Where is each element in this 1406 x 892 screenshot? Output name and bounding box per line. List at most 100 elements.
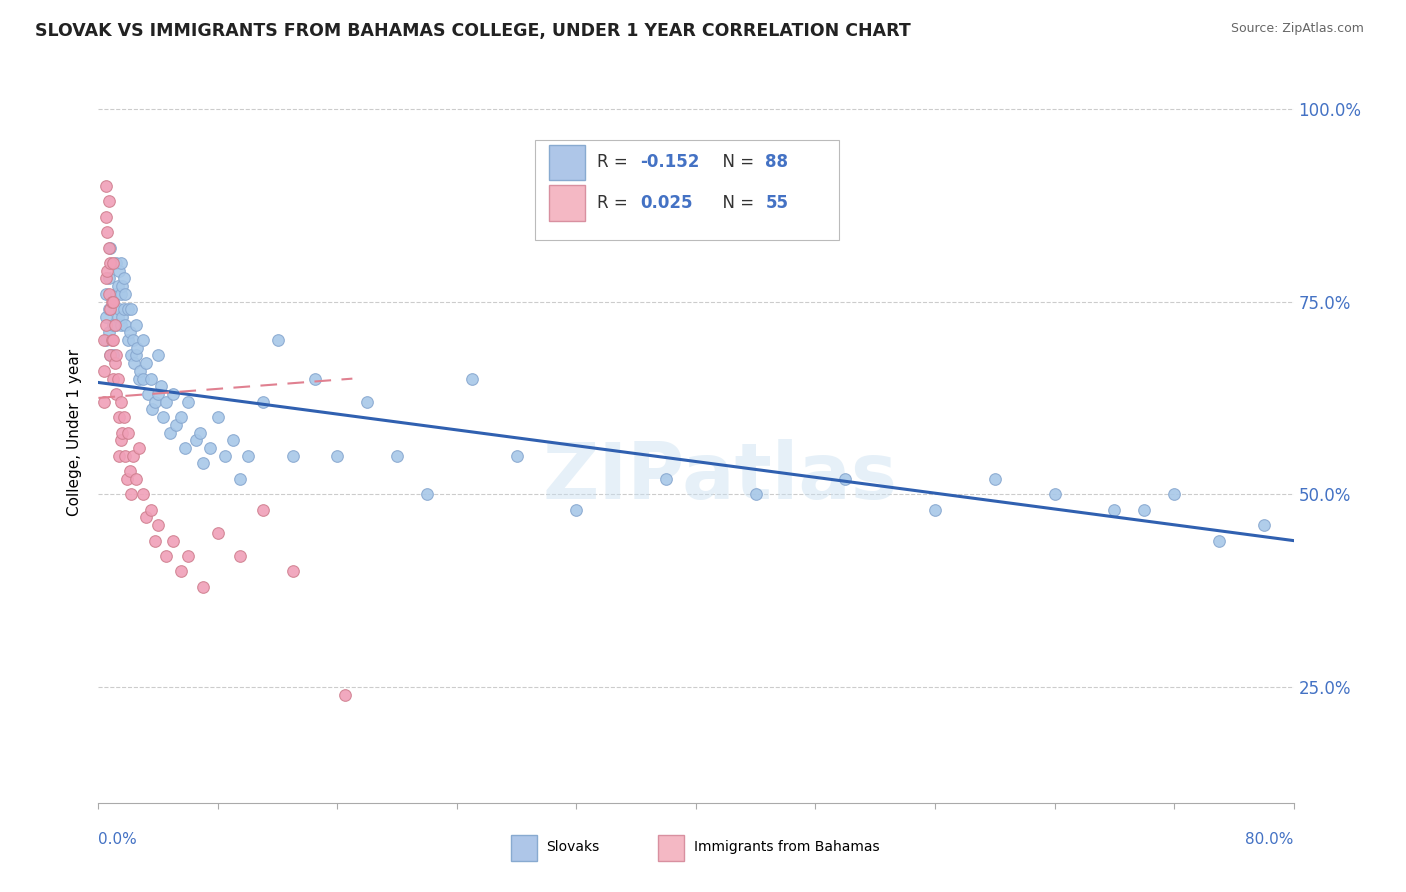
FancyBboxPatch shape — [548, 186, 585, 221]
Point — [281, 565, 304, 579]
Point — [112, 271, 135, 285]
Point — [148, 518, 170, 533]
FancyBboxPatch shape — [510, 835, 537, 861]
Point — [120, 349, 142, 363]
Point — [105, 256, 128, 270]
Point — [207, 410, 229, 425]
Point — [97, 286, 120, 301]
Point — [229, 472, 252, 486]
Point — [120, 302, 142, 317]
Point — [114, 318, 136, 332]
Point — [159, 425, 181, 440]
Point — [98, 256, 122, 270]
Point — [94, 271, 117, 285]
Point — [188, 425, 211, 440]
Point — [506, 449, 529, 463]
Point — [103, 294, 125, 309]
Point — [105, 387, 128, 401]
Text: R =: R = — [596, 153, 633, 171]
Point — [110, 286, 132, 301]
Point — [745, 487, 768, 501]
Point — [108, 302, 131, 317]
Text: ZIPatlas: ZIPatlas — [543, 439, 897, 515]
Point — [139, 502, 162, 516]
Point — [304, 371, 326, 385]
Point — [110, 394, 132, 409]
Text: 88: 88 — [765, 153, 789, 171]
Point — [984, 472, 1007, 486]
Point — [121, 333, 143, 347]
Point — [105, 349, 128, 363]
Point — [111, 279, 134, 293]
Point — [93, 333, 115, 347]
Point — [127, 341, 149, 355]
Point — [93, 364, 115, 378]
Text: 0.025: 0.025 — [640, 194, 692, 212]
Point — [229, 549, 252, 563]
Point — [97, 271, 120, 285]
Point — [117, 333, 139, 347]
Point — [207, 525, 229, 540]
Point — [104, 356, 127, 370]
Point — [252, 502, 274, 516]
Point — [94, 318, 117, 332]
Point — [115, 472, 138, 486]
Point — [152, 410, 174, 425]
Text: N =: N = — [711, 194, 759, 212]
Point — [191, 457, 214, 471]
Point — [98, 240, 122, 255]
Point — [104, 318, 127, 332]
Point — [148, 349, 170, 363]
Point — [114, 286, 136, 301]
Point — [108, 263, 131, 277]
Point — [103, 256, 125, 270]
Point — [125, 472, 148, 486]
Point — [184, 434, 207, 448]
Point — [111, 425, 134, 440]
Point — [114, 449, 136, 463]
Point — [101, 333, 124, 347]
Point — [103, 333, 125, 347]
Point — [94, 333, 117, 347]
Point — [129, 364, 152, 378]
Point — [155, 549, 177, 563]
Point — [128, 371, 150, 385]
Text: N =: N = — [711, 153, 759, 171]
Point — [1104, 502, 1126, 516]
Text: -0.152: -0.152 — [640, 153, 699, 171]
Text: R =: R = — [596, 194, 633, 212]
Point — [94, 210, 117, 224]
Point — [107, 279, 129, 293]
Point — [132, 333, 155, 347]
Text: 55: 55 — [765, 194, 789, 212]
Point — [125, 349, 148, 363]
Text: 0.0%: 0.0% — [98, 831, 138, 847]
Point — [97, 240, 120, 255]
Point — [165, 417, 187, 432]
Point — [103, 349, 125, 363]
Point — [107, 310, 129, 324]
Y-axis label: College, Under 1 year: College, Under 1 year — [67, 349, 83, 516]
Point — [236, 449, 259, 463]
Point — [267, 333, 290, 347]
Point — [135, 356, 157, 370]
Point — [191, 580, 214, 594]
Point — [924, 502, 946, 516]
Point — [148, 387, 170, 401]
Point — [107, 371, 129, 385]
Point — [96, 225, 118, 239]
FancyBboxPatch shape — [548, 145, 585, 180]
Point — [139, 371, 162, 385]
Point — [1253, 518, 1275, 533]
Point — [143, 533, 166, 548]
Point — [162, 387, 184, 401]
Point — [105, 318, 128, 332]
Point — [136, 387, 159, 401]
Point — [93, 394, 115, 409]
Point — [112, 410, 135, 425]
Point — [103, 294, 125, 309]
Point — [169, 565, 191, 579]
Point — [96, 263, 118, 277]
Point — [94, 286, 117, 301]
Point — [169, 410, 191, 425]
